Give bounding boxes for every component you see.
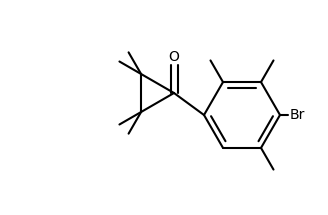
Text: O: O — [169, 50, 179, 64]
Text: Br: Br — [290, 108, 305, 122]
